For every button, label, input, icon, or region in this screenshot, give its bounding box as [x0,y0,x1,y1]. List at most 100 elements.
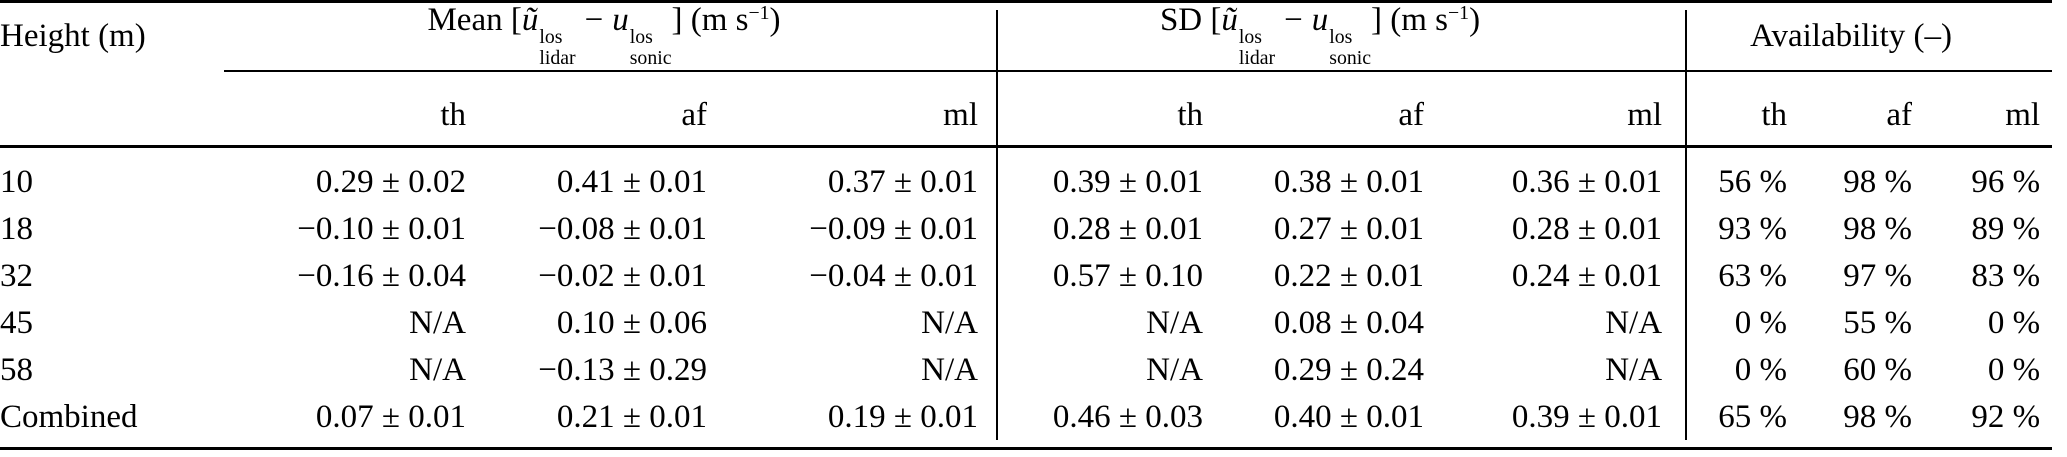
subheader-row: th af ml th af ml th af ml [0,72,2040,159]
availability-th-cell: 93 % [1718,211,1788,247]
height-cell: Combined [0,399,138,435]
availability-th-cell: 65 % [1718,399,1788,435]
mean-th-cell: 0.07 ± 0.01 [315,399,466,435]
group-header-underline [224,70,2052,72]
height-cell: 32 [0,258,33,294]
mean-ml-cell: −0.09 ± 0.01 [809,211,979,247]
u-lidar-variable: ũ [521,2,539,39]
mean-af-cell: −0.02 ± 0.01 [538,258,707,294]
sd-af-cell: 0.29 ± 0.24 [1273,352,1425,388]
sd-unit-exponent: −1 [1448,2,1470,25]
availability-ml-cell: 89 % [1971,211,2041,247]
availability-group-header: Availability (–) [1750,17,1952,54]
sd-ml-cell: 0.36 ± 0.01 [1511,164,1663,200]
sd-ml-cell: 0.39 ± 0.01 [1511,399,1663,435]
availability-ml-cell: 83 % [1971,258,2041,294]
sd-ml-cell: N/A [1605,352,1663,388]
top-rule [0,0,2052,3]
sd-af-cell: 0.27 ± 0.01 [1273,211,1425,247]
availability-th-subheader: th [1761,97,1788,133]
sd-th-cell: 0.39 ± 0.01 [1052,164,1204,200]
u-lidar-supsub: los lidar [539,25,576,70]
u-sonic-subscript: sonic [629,47,672,70]
u-sonic-supsub: los sonic [1329,25,1371,70]
mean-af-cell: −0.08 ± 0.01 [538,211,707,247]
sd-af-subheader: af [1398,97,1425,133]
u-lidar-variable: ũ [1221,2,1238,39]
mean-th-cell: −0.10 ± 0.01 [297,211,466,247]
sd-label-prefix: SD [ [1159,2,1222,39]
sd-ml-cell: 0.28 ± 0.01 [1511,211,1663,247]
availability-af-cell: 98 % [1843,399,1913,435]
mean-th-cell: N/A [409,305,466,341]
sd-af-cell: 0.38 ± 0.01 [1273,164,1425,200]
u-lidar-supsub: los lidar [1238,25,1276,70]
mean-label-prefix: Mean [ [427,2,522,39]
availability-af-cell: 97 % [1843,258,1913,294]
height-cell: 10 [0,164,33,200]
sd-unit-open: ] (m s [1371,2,1449,39]
sd-th-cell: 0.46 ± 0.03 [1052,399,1204,435]
mean-af-cell: 0.10 ± 0.06 [556,305,707,341]
mean-af-cell: 0.21 ± 0.01 [556,399,707,435]
availability-ml-cell: 96 % [1971,164,2041,200]
availability-th-cell: 0 % [1734,305,1788,341]
availability-ml-cell: 0 % [1987,305,2041,341]
mean-ml-cell: N/A [921,352,979,388]
vertical-divider-mean-sd [996,10,998,440]
mean-unit-close: ) [769,2,781,39]
mean-th-subheader: th [440,97,466,133]
sd-ml-cell: 0.24 ± 0.01 [1511,258,1663,294]
minus-operator: − [1284,2,1303,39]
mean-ml-cell: 0.19 ± 0.01 [827,399,979,435]
availability-th-cell: 56 % [1718,164,1788,200]
sd-af-cell: 0.40 ± 0.01 [1273,399,1425,435]
mean-group-header: Mean [ũ los lidar − u los sonic ] (m s−1) [230,0,978,72]
u-sonic-superscript: los [1329,25,1353,48]
vertical-divider-sd-availability [1685,10,1687,440]
sd-th-cell: 0.57 ± 0.10 [1052,258,1204,294]
sd-af-cell: 0.22 ± 0.01 [1273,258,1425,294]
sd-unit-close: ) [1469,2,1481,39]
availability-af-subheader: af [1886,97,1913,133]
mean-af-cell: 0.41 ± 0.01 [556,164,707,200]
availability-af-cell: 98 % [1843,211,1913,247]
availability-th-cell: 63 % [1718,258,1788,294]
sd-th-subheader: th [1177,97,1204,133]
u-lidar-subscript: lidar [539,47,576,70]
table-row: 10 0.29 ± 0.02 0.41 ± 0.01 0.37 ± 0.01 0… [0,159,2040,206]
u-sonic-variable: u [1311,2,1329,39]
table-row: 58 N/A −0.13 ± 0.29 N/A N/A 0.29 ± 0.24 … [0,347,2040,394]
table-body: 10 0.29 ± 0.02 0.41 ± 0.01 0.37 ± 0.01 0… [0,159,2040,441]
height-cell: 45 [0,305,33,341]
availability-ml-cell: 0 % [1987,352,2041,388]
mean-ml-subheader: ml [943,97,979,133]
sd-ml-subheader: ml [1627,97,1663,133]
u-lidar-superscript: los [1238,25,1262,48]
availability-ml-cell: 92 % [1971,399,2041,435]
u-lidar-subscript: lidar [1238,47,1276,70]
sd-ml-cell: N/A [1605,305,1663,341]
height-cell: 58 [0,352,33,388]
table-header: Height (m) Mean [ũ los lidar − u los sonic] (m… [0,0,2040,159]
minus-operator: − [584,2,604,39]
availability-af-cell: 60 % [1843,352,1913,388]
table-row: 45 N/A 0.10 ± 0.06 N/A N/A 0.08 ± 0.04 N… [0,300,2040,347]
sd-group-header: SD [ũ los lidar − u los sonic] (m s−1) [978,0,1662,72]
mean-th-cell: N/A [409,352,466,388]
sd-th-cell: 0.28 ± 0.01 [1052,211,1204,247]
table-row: 32 −0.16 ± 0.04 −0.02 ± 0.01 −0.04 ± 0.0… [0,253,2040,300]
mean-th-cell: −0.16 ± 0.04 [297,258,466,294]
sd-th-cell: N/A [1146,305,1204,341]
mean-unit-exponent: −1 [748,2,770,25]
sd-af-cell: 0.08 ± 0.04 [1273,305,1425,341]
mean-th-cell: 0.29 ± 0.02 [315,164,466,200]
group-header-row: Height (m) Mean [ũ los lidar − u los sonic] (m… [0,0,2040,72]
mean-af-subheader: af [681,97,707,133]
u-sonic-variable: u [612,2,629,39]
availability-ml-subheader: ml [2005,97,2041,133]
height-column-header: Height (m) [0,17,146,54]
mean-unit-open: ] (m s [671,2,749,39]
u-lidar-superscript: los [539,25,563,48]
